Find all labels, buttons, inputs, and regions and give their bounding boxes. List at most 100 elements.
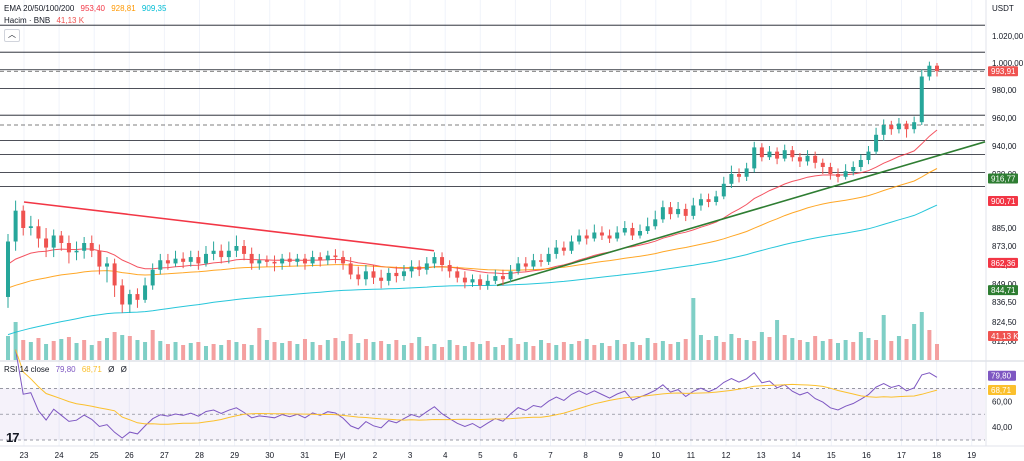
candle-body xyxy=(363,271,368,280)
candle-body xyxy=(333,255,338,258)
candle-body xyxy=(371,271,376,278)
volume-bar xyxy=(455,345,460,360)
candle-body xyxy=(455,271,460,278)
volume-bar xyxy=(539,340,544,360)
volume-bar xyxy=(409,343,414,360)
candle-body xyxy=(401,271,406,277)
trendline-down xyxy=(23,201,435,252)
volume-bar xyxy=(935,344,939,360)
volume-bar xyxy=(272,342,277,360)
volume-bar xyxy=(341,341,346,360)
volume-bar xyxy=(432,344,437,360)
candle-body xyxy=(516,263,521,272)
volume-bar xyxy=(836,343,841,360)
candle-body xyxy=(493,276,498,281)
candle-body xyxy=(59,235,64,243)
rsi-label: RSI 14 close xyxy=(4,365,50,374)
candle-body xyxy=(531,260,536,267)
price-tick-label: 836,50 xyxy=(992,298,1017,307)
rsi-ma-line xyxy=(15,349,938,425)
volume-bar xyxy=(401,345,406,360)
volume-bar xyxy=(714,336,719,360)
volume-bar xyxy=(493,347,498,360)
volume-bar xyxy=(485,341,490,360)
candle-body xyxy=(302,258,307,264)
candle-body xyxy=(683,208,688,216)
candle-body xyxy=(257,260,262,264)
volume-bar xyxy=(843,340,848,360)
candle-body xyxy=(386,272,391,281)
volume-bar xyxy=(797,340,802,360)
volume-bar xyxy=(523,342,528,360)
volume-bar xyxy=(325,340,330,360)
price-tick-label: 812,00 xyxy=(992,337,1017,346)
candle-body xyxy=(584,235,589,239)
volume-bars xyxy=(6,298,939,360)
volume-bar xyxy=(280,343,285,360)
time-tick-label: 30 xyxy=(265,451,274,460)
volume-bar xyxy=(51,341,56,360)
candle-body xyxy=(66,243,71,253)
ema100-line xyxy=(7,204,938,336)
volume-bar xyxy=(13,322,18,360)
volume-bar xyxy=(28,342,33,360)
volume-legend: Hacim · BNB 41,13 K xyxy=(4,16,88,26)
price-badge-label: 993,91 xyxy=(991,67,1016,76)
candle-body xyxy=(836,174,841,177)
volume-bar xyxy=(577,341,582,360)
volume-bar xyxy=(394,340,399,360)
rsi-legend: RSI 14 close 79,80 68,71 Ø Ø xyxy=(4,365,131,375)
candle-body xyxy=(462,277,467,283)
candle-body xyxy=(599,232,604,236)
rsi-pane: 60,00 40,00 79,80 68,71 xyxy=(0,349,1024,441)
candle-body xyxy=(51,235,56,248)
volume-bar xyxy=(59,339,64,360)
candle-body xyxy=(927,65,932,77)
time-tick-label: 9 xyxy=(618,451,623,460)
candle-body xyxy=(569,241,574,251)
candle-body xyxy=(866,151,871,160)
volume-bar xyxy=(82,340,87,360)
volume-value: 41,13 K xyxy=(56,16,85,25)
volume-bar xyxy=(150,330,155,360)
ema-legend: EMA 20/50/100/200 953,40 928,81 909,35 xyxy=(4,4,170,14)
candle-body xyxy=(28,226,33,228)
collapse-legend-button[interactable]: ︿ xyxy=(4,29,20,42)
volume-bar xyxy=(417,337,422,360)
tradingview-logo: 17 xyxy=(6,430,20,445)
volume-bar xyxy=(790,338,795,360)
candle-body xyxy=(691,205,696,216)
candle-body xyxy=(577,235,582,242)
volume-bar xyxy=(21,340,26,360)
candle-body xyxy=(89,243,94,251)
volume-bar xyxy=(500,345,505,360)
candle-body xyxy=(181,258,186,262)
volume-bar xyxy=(721,342,726,360)
volume-bar xyxy=(912,324,917,360)
volume-bar xyxy=(249,345,254,360)
price-tick-label: 885,00 xyxy=(992,224,1017,233)
time-axis: 23 24 25 26 27 28 29 30 31 Eyl 2 3 4 5 6 7 8 9 10 11 12 13 14 1… xyxy=(0,445,1024,460)
time-tick-label: 3 xyxy=(408,451,413,460)
volume-bar xyxy=(440,347,445,360)
volume-bar xyxy=(74,343,79,360)
candle-body xyxy=(630,228,635,236)
candle-body xyxy=(82,243,87,251)
volume-bar xyxy=(737,338,742,360)
candle-body xyxy=(264,260,269,262)
candle-body xyxy=(219,250,224,258)
time-tick-label: 26 xyxy=(125,451,134,460)
volume-bar xyxy=(508,338,513,360)
volume-bar xyxy=(127,336,132,360)
ema20-line xyxy=(7,129,938,275)
currency-label[interactable]: USDT xyxy=(992,4,1014,13)
ema50-line xyxy=(7,168,938,289)
volume-bar xyxy=(683,339,688,360)
candle-body xyxy=(729,174,734,184)
candle-body xyxy=(485,280,490,286)
rsi-tick-label: 60,00 xyxy=(992,397,1013,406)
volume-bar xyxy=(295,344,300,360)
time-tick-label: 25 xyxy=(90,451,99,460)
volume-bar xyxy=(744,340,749,360)
